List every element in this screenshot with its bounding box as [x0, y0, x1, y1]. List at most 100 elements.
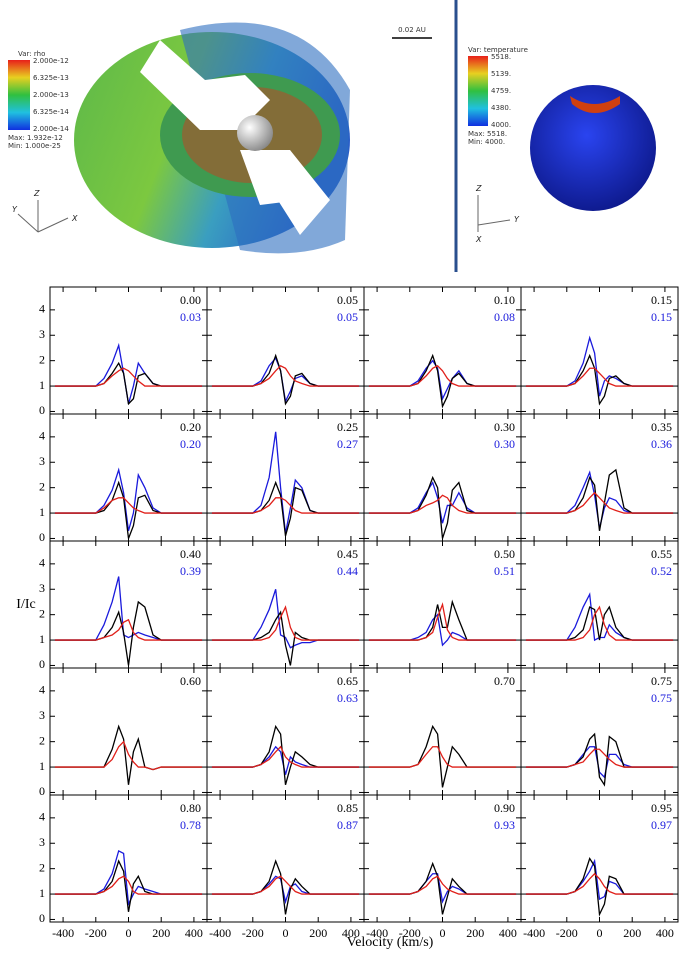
- phase-label: 0.00: [180, 293, 201, 307]
- observed-phase-label: 0.39: [180, 564, 201, 578]
- x-tick-label: -200: [399, 926, 421, 940]
- line: [211, 745, 360, 768]
- y-tick-label: 3: [39, 708, 45, 722]
- line: [525, 872, 674, 895]
- line: [525, 856, 674, 917]
- line: [368, 602, 517, 641]
- y-tick-label: 4: [39, 683, 45, 697]
- line: [54, 497, 203, 514]
- axis-label: Y: [12, 205, 18, 214]
- y-tick-label: 0: [39, 911, 45, 925]
- line: [368, 364, 517, 387]
- hot-spot: [570, 96, 620, 113]
- y-tick-label: 4: [39, 302, 45, 316]
- line: [368, 475, 517, 539]
- y-tick-label: 0: [39, 657, 45, 671]
- line: [525, 605, 674, 641]
- colorbar-label: 5518.: [491, 53, 511, 61]
- x-tick-label: -400: [209, 926, 231, 940]
- line: [211, 589, 360, 649]
- observed-phase-label: 0.63: [337, 691, 358, 705]
- observed-phase-label: 0.87: [337, 818, 358, 832]
- star-surface: [530, 85, 656, 211]
- y-tick-label: 2: [39, 860, 45, 874]
- observed-phase-label: 0.93: [494, 818, 515, 832]
- line: [525, 468, 674, 531]
- line: [54, 342, 203, 405]
- y-tick-label: 2: [39, 352, 45, 366]
- y-tick-label: 0: [39, 403, 45, 417]
- x-tick-label: 0: [283, 926, 289, 940]
- y-tick-label: 4: [39, 810, 45, 824]
- line: [211, 875, 360, 905]
- phase-label: 0.40: [180, 547, 201, 561]
- y-tick-label: 3: [39, 835, 45, 849]
- line: [525, 748, 674, 768]
- phase-label: 0.50: [494, 547, 515, 561]
- max-label: Max: 5518.: [468, 130, 507, 138]
- density-render: Var: rho 2.000e-12 6.325e-13 2.000e-13 6…: [8, 22, 432, 254]
- axis-label: Z: [33, 189, 40, 198]
- axis-label: X: [475, 235, 482, 244]
- y-tick-label: 4: [39, 556, 45, 570]
- observed-phase-label: 0.51: [494, 564, 515, 578]
- line: [54, 467, 203, 532]
- colorbar-label: 2.000e-14: [33, 125, 69, 133]
- observed-phase-label: 0.44: [337, 564, 358, 578]
- observed-phase-label: 0.30: [494, 437, 515, 451]
- x-tick-label: 400: [499, 926, 517, 940]
- y-axis-label: I/Ic: [16, 597, 35, 612]
- observed-phase-label: 0.75: [651, 691, 672, 705]
- min-label: Min: 4000.: [468, 138, 505, 146]
- line: [54, 361, 203, 406]
- y-tick-label: 4: [39, 429, 45, 443]
- x-axis-label: Velocity (km/s): [347, 935, 434, 950]
- observed-phase-label: 0.52: [651, 564, 672, 578]
- x-tick-label: -400: [366, 926, 388, 940]
- line: [525, 605, 674, 641]
- x-tick-label: -200: [85, 926, 107, 940]
- colorbar-label: 4000.: [491, 121, 511, 129]
- line: [211, 364, 360, 387]
- line: [54, 724, 203, 785]
- line: [54, 740, 203, 771]
- line: [525, 470, 674, 529]
- colorbar-label: 6.325e-13: [33, 74, 69, 82]
- phase-label: 0.45: [337, 547, 358, 561]
- phase-label: 0.35: [651, 420, 672, 434]
- y-tick-label: 1: [39, 886, 45, 900]
- y-tick-label: 1: [39, 378, 45, 392]
- x-tick-label: 0: [440, 926, 446, 940]
- x-tick-label: 200: [309, 926, 327, 940]
- phase-label: 0.10: [494, 293, 515, 307]
- y-tick-label: 1: [39, 632, 45, 646]
- phase-label: 0.05: [337, 293, 358, 307]
- colorbar-label: 2.000e-12: [33, 57, 69, 65]
- x-tick-label: 400: [342, 926, 360, 940]
- phase-label: 0.25: [337, 420, 358, 434]
- line: [368, 494, 517, 514]
- y-tick-label: 0: [39, 784, 45, 798]
- line: [525, 732, 674, 787]
- axis-label: Y: [514, 215, 520, 224]
- observed-phase-label: 0.05: [337, 310, 358, 324]
- y-tick-label: 3: [39, 454, 45, 468]
- line: [525, 335, 674, 397]
- line: [54, 875, 203, 895]
- line: [211, 356, 360, 404]
- line: [211, 875, 360, 895]
- y-tick-label: 2: [39, 733, 45, 747]
- x-tick-label: -200: [242, 926, 264, 940]
- line: [368, 875, 517, 895]
- line: [211, 859, 360, 915]
- y-tick-label: 1: [39, 759, 45, 773]
- observed-phase-label: 0.36: [651, 437, 672, 451]
- line: [54, 849, 203, 907]
- line: [54, 480, 203, 539]
- axis-label: Z: [475, 184, 482, 193]
- disk-hole: [200, 75, 300, 205]
- line: [368, 359, 517, 401]
- phase-label: 0.80: [180, 801, 201, 815]
- y-tick-label: 2: [39, 606, 45, 620]
